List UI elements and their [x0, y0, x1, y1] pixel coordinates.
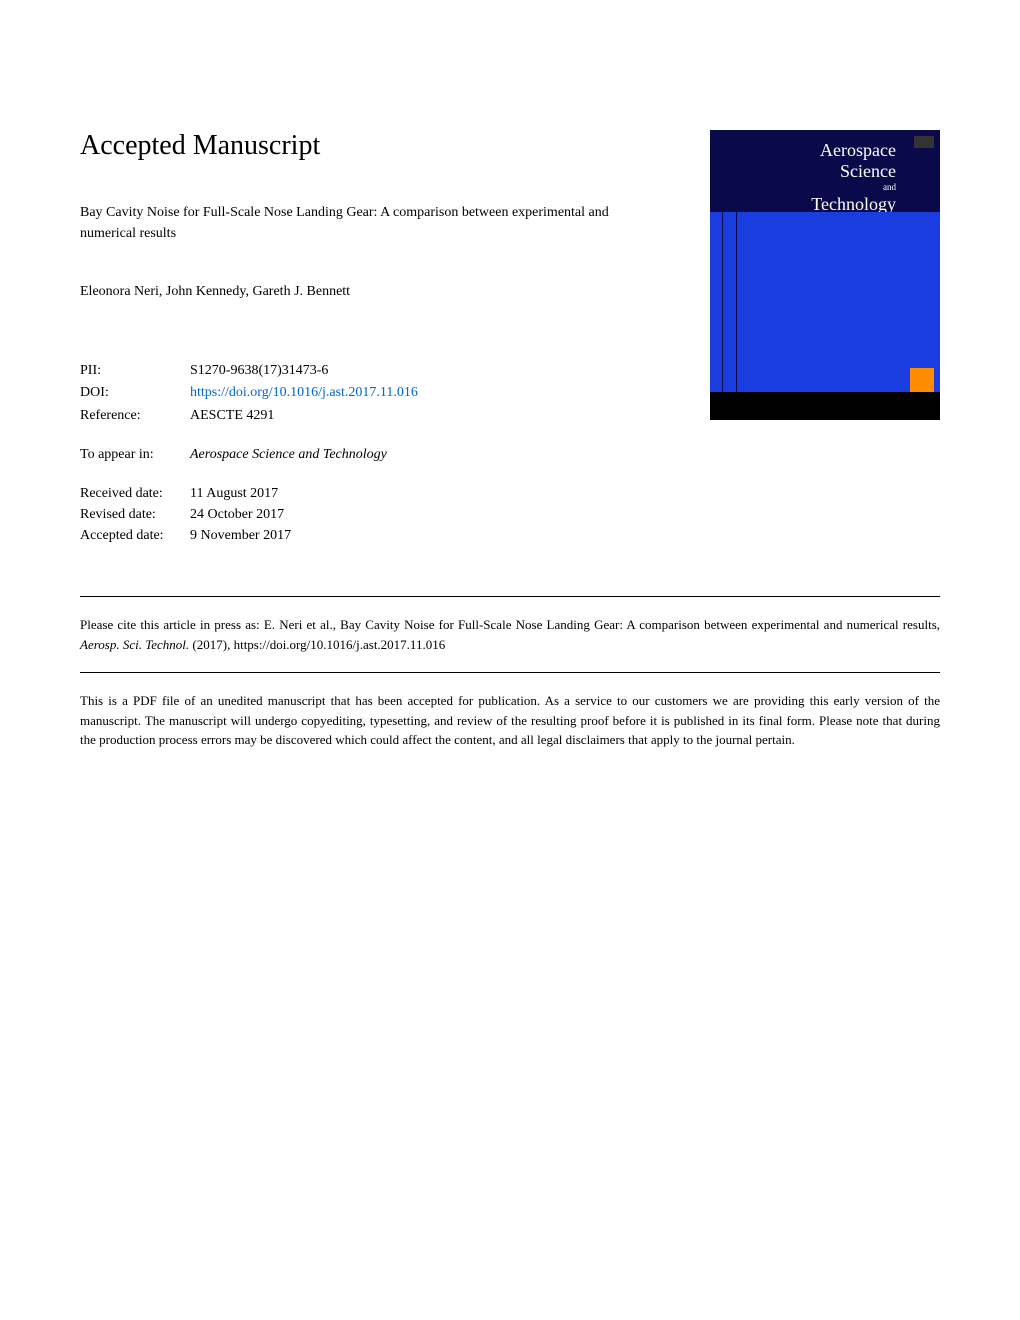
cover-line2: Science: [840, 161, 896, 181]
cover-header: Aerospace Science and Technology: [710, 130, 940, 212]
cover-body: [710, 212, 940, 392]
revised-label: Revised date:: [80, 504, 190, 525]
cover-line3: Technology: [811, 194, 896, 214]
citation-prefix: Please cite this article in press as: E.…: [80, 617, 940, 632]
cover-and: and: [724, 182, 896, 192]
journal-name: Aerospace Science and Technology: [190, 447, 387, 463]
citation-text: Please cite this article in press as: E.…: [80, 615, 940, 654]
revised-row: Revised date: 24 October 2017: [80, 504, 940, 525]
dates-table: Received date: 11 August 2017 Revised da…: [80, 483, 940, 546]
citation-journal: Aerosp. Sci. Technol.: [80, 637, 189, 652]
cover-title: Aerospace Science and Technology: [724, 140, 926, 214]
article-title: Bay Cavity Noise for Full-Scale Nose Lan…: [80, 202, 640, 244]
accepted-value: 9 November 2017: [190, 525, 291, 546]
to-appear-row: To appear in: Aerospace Science and Tech…: [80, 447, 940, 463]
received-row: Received date: 11 August 2017: [80, 483, 940, 504]
received-label: Received date:: [80, 483, 190, 504]
pii-label: PII:: [80, 360, 190, 382]
accepted-label: Accepted date:: [80, 525, 190, 546]
disclaimer-text: This is a PDF file of an unedited manusc…: [80, 691, 940, 750]
cover-corner-mark: [914, 136, 934, 148]
received-value: 11 August 2017: [190, 483, 278, 504]
to-appear-label: To appear in:: [80, 447, 190, 463]
divider-bottom: [80, 672, 940, 673]
reference-label: Reference:: [80, 405, 190, 427]
cover-footer: [710, 392, 940, 420]
cover-line1: Aerospace: [820, 140, 896, 160]
doi-label: DOI:: [80, 382, 190, 404]
revised-value: 24 October 2017: [190, 504, 284, 525]
accepted-row: Accepted date: 9 November 2017: [80, 525, 940, 546]
divider-top: [80, 596, 940, 597]
journal-cover: Aerospace Science and Technology: [710, 130, 940, 420]
citation-suffix: (2017), https://doi.org/10.1016/j.ast.20…: [189, 637, 445, 652]
